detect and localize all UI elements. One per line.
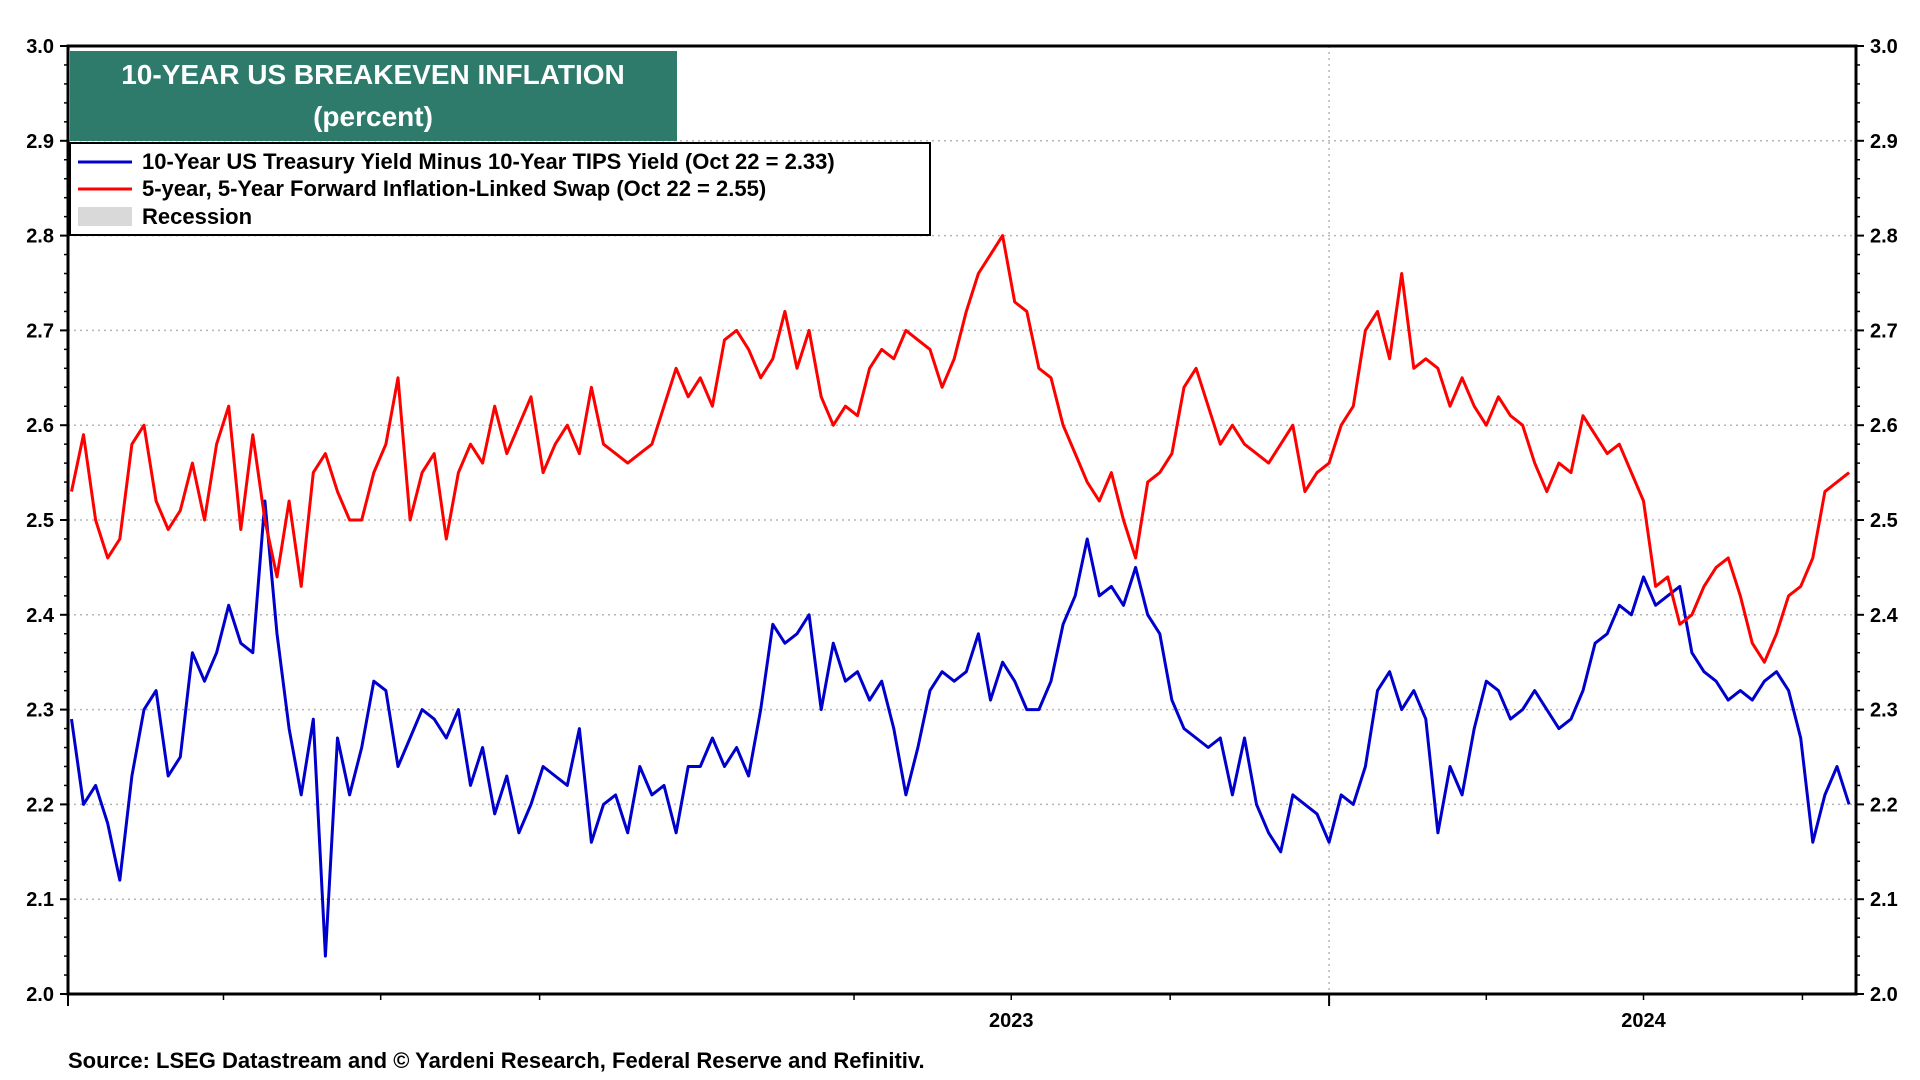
y-tick-label-right: 2.2: [1870, 794, 1898, 816]
y-tick-label-right: 2.7: [1870, 320, 1898, 342]
chart-subtitle: (percent): [313, 101, 433, 132]
chart-title: 10-YEAR US BREAKEVEN INFLATION: [121, 59, 625, 90]
y-tick-label-left: 2.1: [26, 889, 54, 911]
y-tick-label-right: 3.0: [1870, 36, 1898, 58]
legend-label-recession: Recession: [142, 204, 252, 229]
y-tick-label-right: 2.6: [1870, 415, 1898, 437]
legend-label-treasury-tips: 10-Year US Treasury Yield Minus 10-Year …: [142, 149, 835, 174]
y-tick-label-right: 2.4: [1870, 605, 1899, 627]
y-tick-label-left: 2.5: [26, 510, 54, 532]
y-tick-label-right: 2.0: [1870, 984, 1898, 1006]
series-line-1: [70, 234, 1851, 664]
y-tick-label-right: 2.1: [1870, 889, 1898, 911]
y-tick-label-left: 2.8: [26, 226, 54, 248]
legend: 10-Year US Treasury Yield Minus 10-Year …: [69, 142, 931, 236]
x-tick-label: 2023: [989, 1010, 1034, 1032]
y-tick-label-right: 2.9: [1870, 131, 1898, 153]
title-background: [70, 51, 677, 141]
x-tick-label: 2024: [1621, 1010, 1666, 1032]
series-lines: [70, 234, 1851, 958]
source-note: Source: LSEG Datastream and © Yardeni Re…: [68, 1048, 925, 1073]
y-tick-label-right: 2.8: [1870, 226, 1898, 248]
axes: 2.0 2.0 2.1 2.1 2.2 2.2 2.3 2.3 2.4 2.4 2.5 2.5 2.6 2…: [26, 36, 1898, 1032]
y-tick-label-left: 2.9: [26, 131, 54, 153]
y-tick-label-left: 2.6: [26, 415, 54, 437]
y-tick-label-left: 2.7: [26, 320, 54, 342]
y-tick-label-left: 3.0: [26, 36, 54, 58]
y-tick-label-left: 2.3: [26, 700, 54, 722]
series-line-0: [70, 499, 1851, 958]
legend-swatch-recession: [78, 207, 132, 226]
y-tick-label-right: 2.5: [1870, 510, 1898, 532]
y-tick-label-left: 2.0: [26, 984, 54, 1006]
legend-label-inflation-swap: 5-year, 5-Year Forward Inflation-Linked …: [142, 176, 766, 201]
y-tick-label-right: 2.3: [1870, 700, 1898, 722]
y-tick-label-left: 2.4: [26, 605, 55, 627]
y-tick-label-left: 2.2: [26, 794, 54, 816]
title-box: 10-YEAR US BREAKEVEN INFLATION (percent): [70, 51, 677, 141]
legend-frame: [69, 142, 931, 236]
